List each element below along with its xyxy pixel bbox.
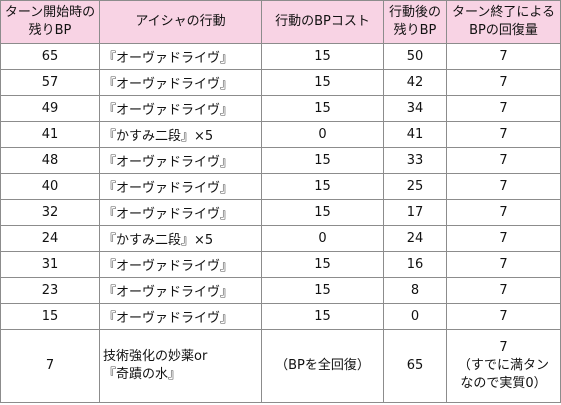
cell-cost: 0 <box>261 225 384 252</box>
cell-recovery: 7 <box>446 303 561 330</box>
table-row: 23 『オーヴァドライヴ』 15 8 7 <box>0 277 561 304</box>
table-row: 65 『オーヴァドライヴ』 15 50 7 <box>0 43 561 70</box>
cell-recovery: 7 <box>446 147 561 174</box>
cell-cost: 15 <box>261 95 384 122</box>
cell-after-bp: 16 <box>383 251 447 278</box>
cell-cost: 0 <box>261 121 384 148</box>
cell-start-bp: 15 <box>0 303 100 330</box>
header-action: アイシャの行動 <box>99 0 262 44</box>
cell-recovery: 7 <box>446 69 561 96</box>
cell-action: 『オーヴァドライヴ』 <box>99 147 262 174</box>
cell-after-bp: 50 <box>383 43 447 70</box>
table-row: 40 『オーヴァドライヴ』 15 25 7 <box>0 173 561 200</box>
header-start-bp: ターン開始時の 残りBP <box>0 0 100 44</box>
header-row: ターン開始時の 残りBP アイシャの行動 行動のBPコスト 行動後の 残りBP … <box>0 0 561 44</box>
cell-after-bp: 42 <box>383 69 447 96</box>
cell-start-bp: 65 <box>0 43 100 70</box>
cell-cost: 15 <box>261 69 384 96</box>
cell-start-bp: 24 <box>0 225 100 252</box>
table-row: 15 『オーヴァドライヴ』 15 0 7 <box>0 303 561 330</box>
cell-action: 『オーヴァドライヴ』 <box>99 95 262 122</box>
cell-cost: 15 <box>261 277 384 304</box>
cell-start-bp: 7 <box>0 329 100 403</box>
cell-cost: 15 <box>261 43 384 70</box>
table-row: 41 『かすみ二段』×5 0 41 7 <box>0 121 561 148</box>
cell-after-bp: 8 <box>383 277 447 304</box>
table-row: 32 『オーヴァドライヴ』 15 17 7 <box>0 199 561 226</box>
cell-recovery: 7 （すでに満タン なので実質0） <box>446 329 561 403</box>
table-row-final: 7 技術強化の妙薬or 『奇蹟の水』 （BPを全回復） 65 7 （すでに満タン… <box>0 329 561 403</box>
cell-after-bp: 25 <box>383 173 447 200</box>
cell-after-bp: 33 <box>383 147 447 174</box>
cell-after-bp: 34 <box>383 95 447 122</box>
cell-action: 技術強化の妙薬or 『奇蹟の水』 <box>99 329 262 403</box>
header-cost: 行動のBPコスト <box>261 0 384 44</box>
cell-recovery: 7 <box>446 251 561 278</box>
cell-start-bp: 49 <box>0 95 100 122</box>
cell-recovery: 7 <box>446 225 561 252</box>
cell-recovery: 7 <box>446 95 561 122</box>
cell-recovery: 7 <box>446 43 561 70</box>
cell-after-bp: 24 <box>383 225 447 252</box>
cell-cost: 15 <box>261 199 384 226</box>
cell-after-bp: 41 <box>383 121 447 148</box>
cell-recovery: 7 <box>446 277 561 304</box>
cell-start-bp: 31 <box>0 251 100 278</box>
cell-start-bp: 23 <box>0 277 100 304</box>
cell-cost: 15 <box>261 251 384 278</box>
cell-cost: （BPを全回復） <box>261 329 384 403</box>
header-after-bp: 行動後の 残りBP <box>383 0 447 44</box>
cell-action: 『オーヴァドライヴ』 <box>99 251 262 278</box>
cell-start-bp: 40 <box>0 173 100 200</box>
cell-action: 『オーヴァドライヴ』 <box>99 199 262 226</box>
table-row: 31 『オーヴァドライヴ』 15 16 7 <box>0 251 561 278</box>
table-row: 48 『オーヴァドライヴ』 15 33 7 <box>0 147 561 174</box>
cell-action: 『オーヴァドライヴ』 <box>99 303 262 330</box>
cell-start-bp: 41 <box>0 121 100 148</box>
cell-after-bp: 65 <box>383 329 447 403</box>
header-recovery: ターン終了による BPの回復量 <box>446 0 561 44</box>
cell-start-bp: 48 <box>0 147 100 174</box>
cell-recovery: 7 <box>446 199 561 226</box>
cell-action: 『オーヴァドライヴ』 <box>99 173 262 200</box>
cell-action: 『オーヴァドライヴ』 <box>99 43 262 70</box>
cell-after-bp: 17 <box>383 199 447 226</box>
cell-cost: 15 <box>261 173 384 200</box>
cell-action: 『かすみ二段』×5 <box>99 121 262 148</box>
cell-start-bp: 57 <box>0 69 100 96</box>
cell-action: 『オーヴァドライヴ』 <box>99 277 262 304</box>
table-row: 24 『かすみ二段』×5 0 24 7 <box>0 225 561 252</box>
cell-after-bp: 0 <box>383 303 447 330</box>
cell-recovery: 7 <box>446 173 561 200</box>
cell-cost: 15 <box>261 303 384 330</box>
cell-cost: 15 <box>261 147 384 174</box>
cell-action: 『かすみ二段』×5 <box>99 225 262 252</box>
cell-start-bp: 32 <box>0 199 100 226</box>
table-row: 57 『オーヴァドライヴ』 15 42 7 <box>0 69 561 96</box>
table-row: 49 『オーヴァドライヴ』 15 34 7 <box>0 95 561 122</box>
cell-action: 『オーヴァドライヴ』 <box>99 69 262 96</box>
cell-recovery: 7 <box>446 121 561 148</box>
